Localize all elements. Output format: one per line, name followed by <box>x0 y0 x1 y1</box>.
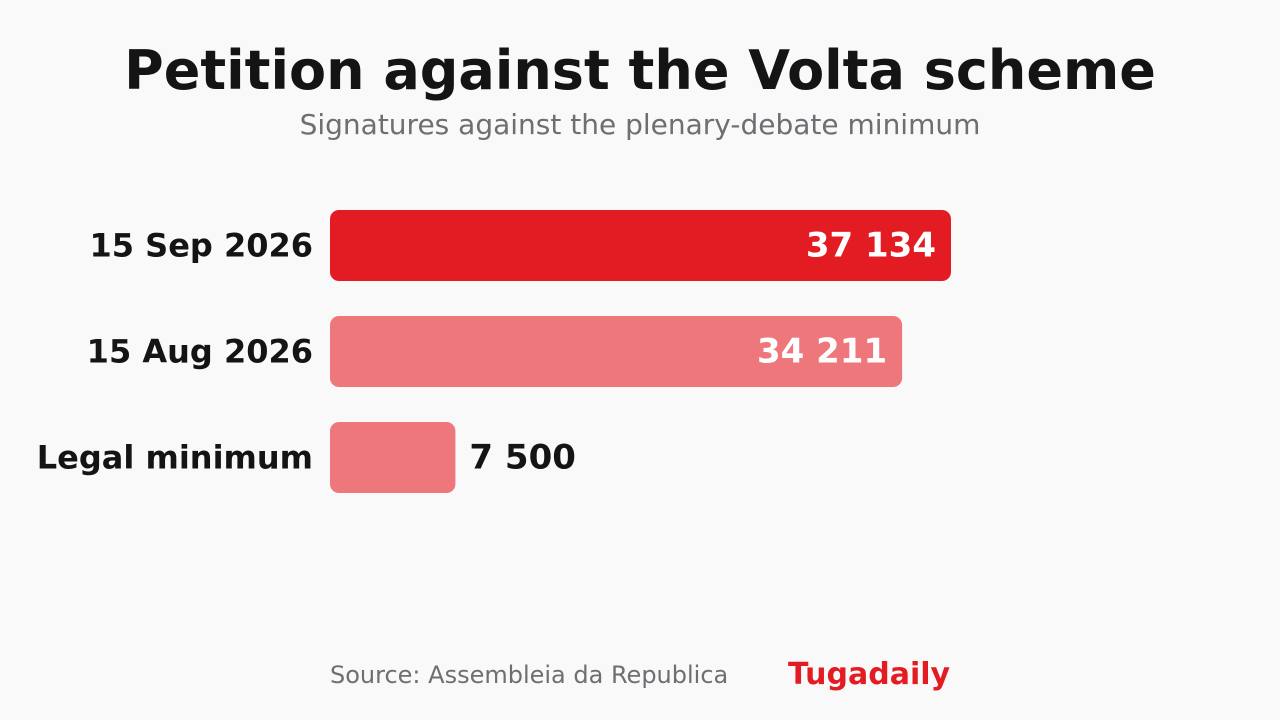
chart-subtitle: Signatures against the plenary-debate mi… <box>299 108 981 141</box>
source-note: Source: Assembleia da Republica <box>330 661 729 689</box>
category-label-1: 15 Aug 2026 <box>87 333 313 371</box>
bar-0 <box>330 210 951 281</box>
value-label-1: 34 211 <box>757 332 887 372</box>
bar-2 <box>330 422 456 493</box>
category-label-2: Legal minimum <box>37 439 313 477</box>
chart-title: Petition against the Volta scheme <box>124 39 1156 102</box>
value-label-2: 7 500 <box>469 438 575 478</box>
category-label-0: 15 Sep 2026 <box>89 227 313 265</box>
value-label-0: 37 134 <box>806 226 936 266</box>
brand-logo: Tugadaily <box>788 657 951 692</box>
bar-1 <box>330 316 903 387</box>
